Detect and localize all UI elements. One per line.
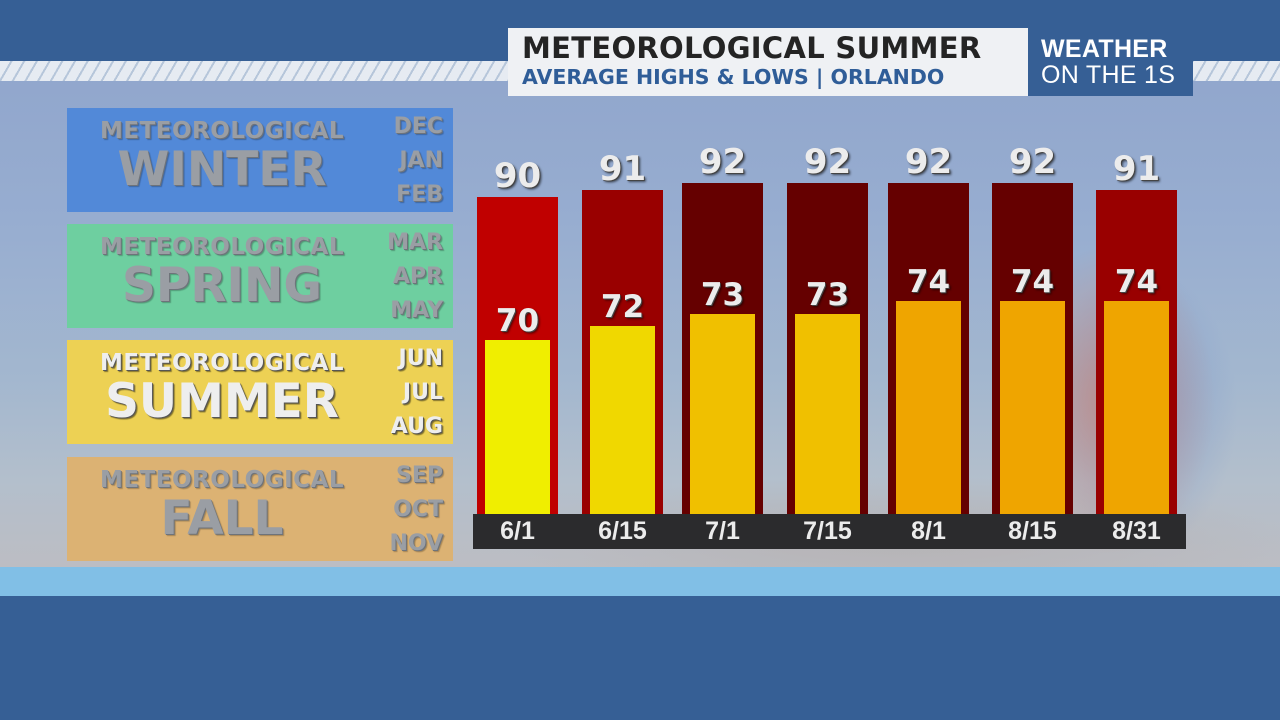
season-name: WINTER [117,142,327,197]
low-value-label: 73 [805,277,850,313]
light-blue-band [0,567,1280,596]
season-panel-summer: METEOROLOGICAL SUMMER JUN JUL AUG [67,340,453,444]
high-value-label: 92 [698,142,747,182]
brand-line-1: WEATHER [1041,35,1168,63]
chart-title: METEOROLOGICAL SUMMER [522,31,982,65]
low-bar [590,326,655,514]
month: AUG [390,414,443,439]
high-value-label: 92 [904,142,953,182]
month: FEB [396,182,443,207]
month: JUN [398,346,443,371]
low-bar [795,314,860,514]
high-value-label: 91 [598,149,647,189]
season-prefix: METEOROLOGICAL [100,234,344,260]
month: JAN [399,148,443,173]
high-value-label: 92 [1008,142,1057,182]
season-prefix: METEOROLOGICAL [100,118,344,144]
low-bar [485,340,550,514]
month: NOV [389,531,443,556]
chart-subtitle: AVERAGE HIGHS & LOWS | ORLANDO [522,65,945,89]
x-axis-strip [473,514,1186,549]
low-value-label: 72 [600,289,645,325]
low-bar [896,301,961,514]
brand-logo: WEATHER ON THE 1S [1028,28,1193,96]
low-bar [1104,301,1169,514]
x-axis-label: 8/15 [1008,517,1057,545]
month: MAR [387,230,443,255]
low-bar [690,314,755,514]
month: SEP [396,463,443,488]
month: APR [392,264,443,289]
month: JUL [402,380,443,405]
brand-line-2: ON THE 1S [1041,61,1176,89]
high-value-label: 92 [803,142,852,182]
x-axis-label: 8/31 [1112,517,1161,545]
season-months: JUN JUL AUG [371,342,443,444]
month: DEC [393,114,443,139]
low-value-label: 74 [1114,264,1159,300]
x-axis-label: 6/15 [598,517,647,545]
season-prefix: METEOROLOGICAL [100,467,344,493]
season-panel-fall: METEOROLOGICAL FALL SEP OCT NOV [67,457,453,561]
low-value-label: 74 [1010,264,1055,300]
season-months: MAR APR MAY [371,226,443,328]
high-value-label: 90 [493,156,542,196]
month: OCT [393,497,443,522]
x-axis-label: 6/1 [500,517,535,545]
season-name: SPRING [122,258,322,313]
season-prefix: METEOROLOGICAL [100,350,344,376]
month: MAY [390,298,443,323]
season-panel-winter: METEOROLOGICAL WINTER DEC JAN FEB [67,108,453,212]
season-name: FALL [160,491,284,546]
bottom-frame-band [0,596,1280,720]
low-value-label: 74 [906,264,951,300]
season-months: SEP OCT NOV [371,459,443,561]
low-value-label: 73 [700,277,745,313]
low-bar [1000,301,1065,514]
x-axis-label: 7/15 [803,517,852,545]
title-box: METEOROLOGICAL SUMMER AVERAGE HIGHS & LO… [508,28,1028,96]
low-value-label: 70 [495,303,540,339]
x-axis-label: 7/1 [705,517,740,545]
x-axis-label: 8/1 [911,517,946,545]
high-value-label: 91 [1112,149,1161,189]
season-panel-spring: METEOROLOGICAL SPRING MAR APR MAY [67,224,453,328]
season-months: DEC JAN FEB [371,110,443,212]
season-name: SUMMER [105,374,339,429]
